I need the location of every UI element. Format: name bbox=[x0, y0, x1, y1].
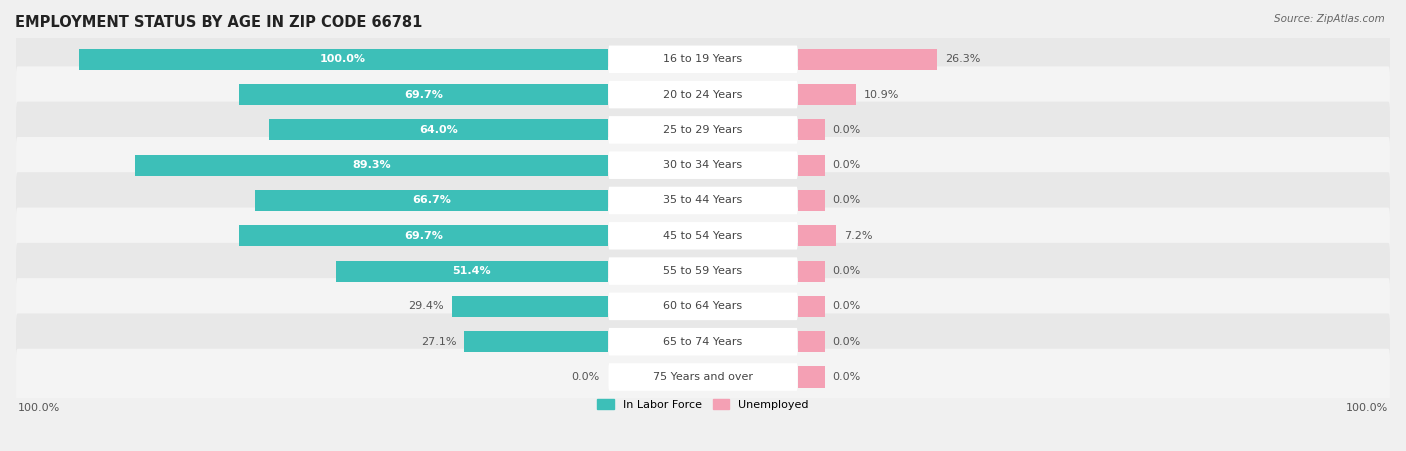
Text: 0.0%: 0.0% bbox=[832, 372, 860, 382]
Legend: In Labor Force, Unemployed: In Labor Force, Unemployed bbox=[593, 395, 813, 414]
Bar bbox=[799, 331, 825, 352]
Bar bbox=[239, 84, 607, 105]
FancyBboxPatch shape bbox=[609, 46, 797, 73]
Text: 0.0%: 0.0% bbox=[572, 372, 600, 382]
Text: 69.7%: 69.7% bbox=[404, 90, 443, 100]
Bar bbox=[799, 155, 825, 176]
Text: 27.1%: 27.1% bbox=[420, 337, 457, 347]
Text: 51.4%: 51.4% bbox=[453, 266, 491, 276]
Text: 10.9%: 10.9% bbox=[863, 90, 900, 100]
FancyBboxPatch shape bbox=[15, 137, 1391, 193]
Bar bbox=[799, 261, 825, 282]
FancyBboxPatch shape bbox=[15, 313, 1391, 370]
Text: 55 to 59 Years: 55 to 59 Years bbox=[664, 266, 742, 276]
FancyBboxPatch shape bbox=[609, 258, 797, 285]
Bar bbox=[799, 225, 837, 246]
Text: 30 to 34 Years: 30 to 34 Years bbox=[664, 160, 742, 170]
FancyBboxPatch shape bbox=[15, 207, 1391, 264]
Text: 66.7%: 66.7% bbox=[412, 195, 451, 206]
Text: 0.0%: 0.0% bbox=[832, 301, 860, 311]
Text: 100.0%: 100.0% bbox=[1346, 404, 1388, 414]
Text: 20 to 24 Years: 20 to 24 Years bbox=[664, 90, 742, 100]
Text: 69.7%: 69.7% bbox=[404, 231, 443, 241]
FancyBboxPatch shape bbox=[609, 293, 797, 320]
FancyBboxPatch shape bbox=[15, 101, 1391, 158]
Bar bbox=[799, 366, 825, 387]
FancyBboxPatch shape bbox=[609, 187, 797, 214]
Bar bbox=[239, 225, 607, 246]
Text: 0.0%: 0.0% bbox=[832, 125, 860, 135]
Text: 0.0%: 0.0% bbox=[832, 195, 860, 206]
Text: 64.0%: 64.0% bbox=[419, 125, 458, 135]
FancyBboxPatch shape bbox=[609, 363, 797, 391]
Bar bbox=[254, 190, 607, 211]
Bar bbox=[269, 120, 607, 140]
FancyBboxPatch shape bbox=[609, 222, 797, 249]
Text: 65 to 74 Years: 65 to 74 Years bbox=[664, 337, 742, 347]
Bar bbox=[799, 84, 856, 105]
FancyBboxPatch shape bbox=[15, 349, 1391, 405]
Text: 0.0%: 0.0% bbox=[832, 266, 860, 276]
Bar bbox=[464, 331, 607, 352]
FancyBboxPatch shape bbox=[609, 328, 797, 355]
Text: 75 Years and over: 75 Years and over bbox=[652, 372, 754, 382]
FancyBboxPatch shape bbox=[15, 31, 1391, 87]
Bar bbox=[135, 155, 607, 176]
Text: Source: ZipAtlas.com: Source: ZipAtlas.com bbox=[1274, 14, 1385, 23]
Bar bbox=[799, 190, 825, 211]
Text: 45 to 54 Years: 45 to 54 Years bbox=[664, 231, 742, 241]
Bar bbox=[79, 49, 607, 70]
Bar bbox=[336, 261, 607, 282]
Text: 35 to 44 Years: 35 to 44 Years bbox=[664, 195, 742, 206]
Text: 16 to 19 Years: 16 to 19 Years bbox=[664, 54, 742, 64]
Text: 100.0%: 100.0% bbox=[321, 54, 366, 64]
FancyBboxPatch shape bbox=[15, 172, 1391, 229]
FancyBboxPatch shape bbox=[609, 81, 797, 108]
Text: 25 to 29 Years: 25 to 29 Years bbox=[664, 125, 742, 135]
FancyBboxPatch shape bbox=[15, 243, 1391, 299]
FancyBboxPatch shape bbox=[15, 278, 1391, 335]
FancyBboxPatch shape bbox=[609, 152, 797, 179]
Bar bbox=[799, 296, 825, 317]
FancyBboxPatch shape bbox=[609, 116, 797, 144]
Text: 89.3%: 89.3% bbox=[352, 160, 391, 170]
Text: 0.0%: 0.0% bbox=[832, 160, 860, 170]
Bar bbox=[799, 49, 938, 70]
Text: 0.0%: 0.0% bbox=[832, 337, 860, 347]
Bar bbox=[799, 120, 825, 140]
Text: 60 to 64 Years: 60 to 64 Years bbox=[664, 301, 742, 311]
Text: 7.2%: 7.2% bbox=[845, 231, 873, 241]
Text: 100.0%: 100.0% bbox=[18, 404, 60, 414]
Bar bbox=[453, 296, 607, 317]
Text: 29.4%: 29.4% bbox=[409, 301, 444, 311]
Text: EMPLOYMENT STATUS BY AGE IN ZIP CODE 66781: EMPLOYMENT STATUS BY AGE IN ZIP CODE 667… bbox=[15, 15, 422, 30]
Text: 26.3%: 26.3% bbox=[945, 54, 981, 64]
FancyBboxPatch shape bbox=[15, 66, 1391, 123]
